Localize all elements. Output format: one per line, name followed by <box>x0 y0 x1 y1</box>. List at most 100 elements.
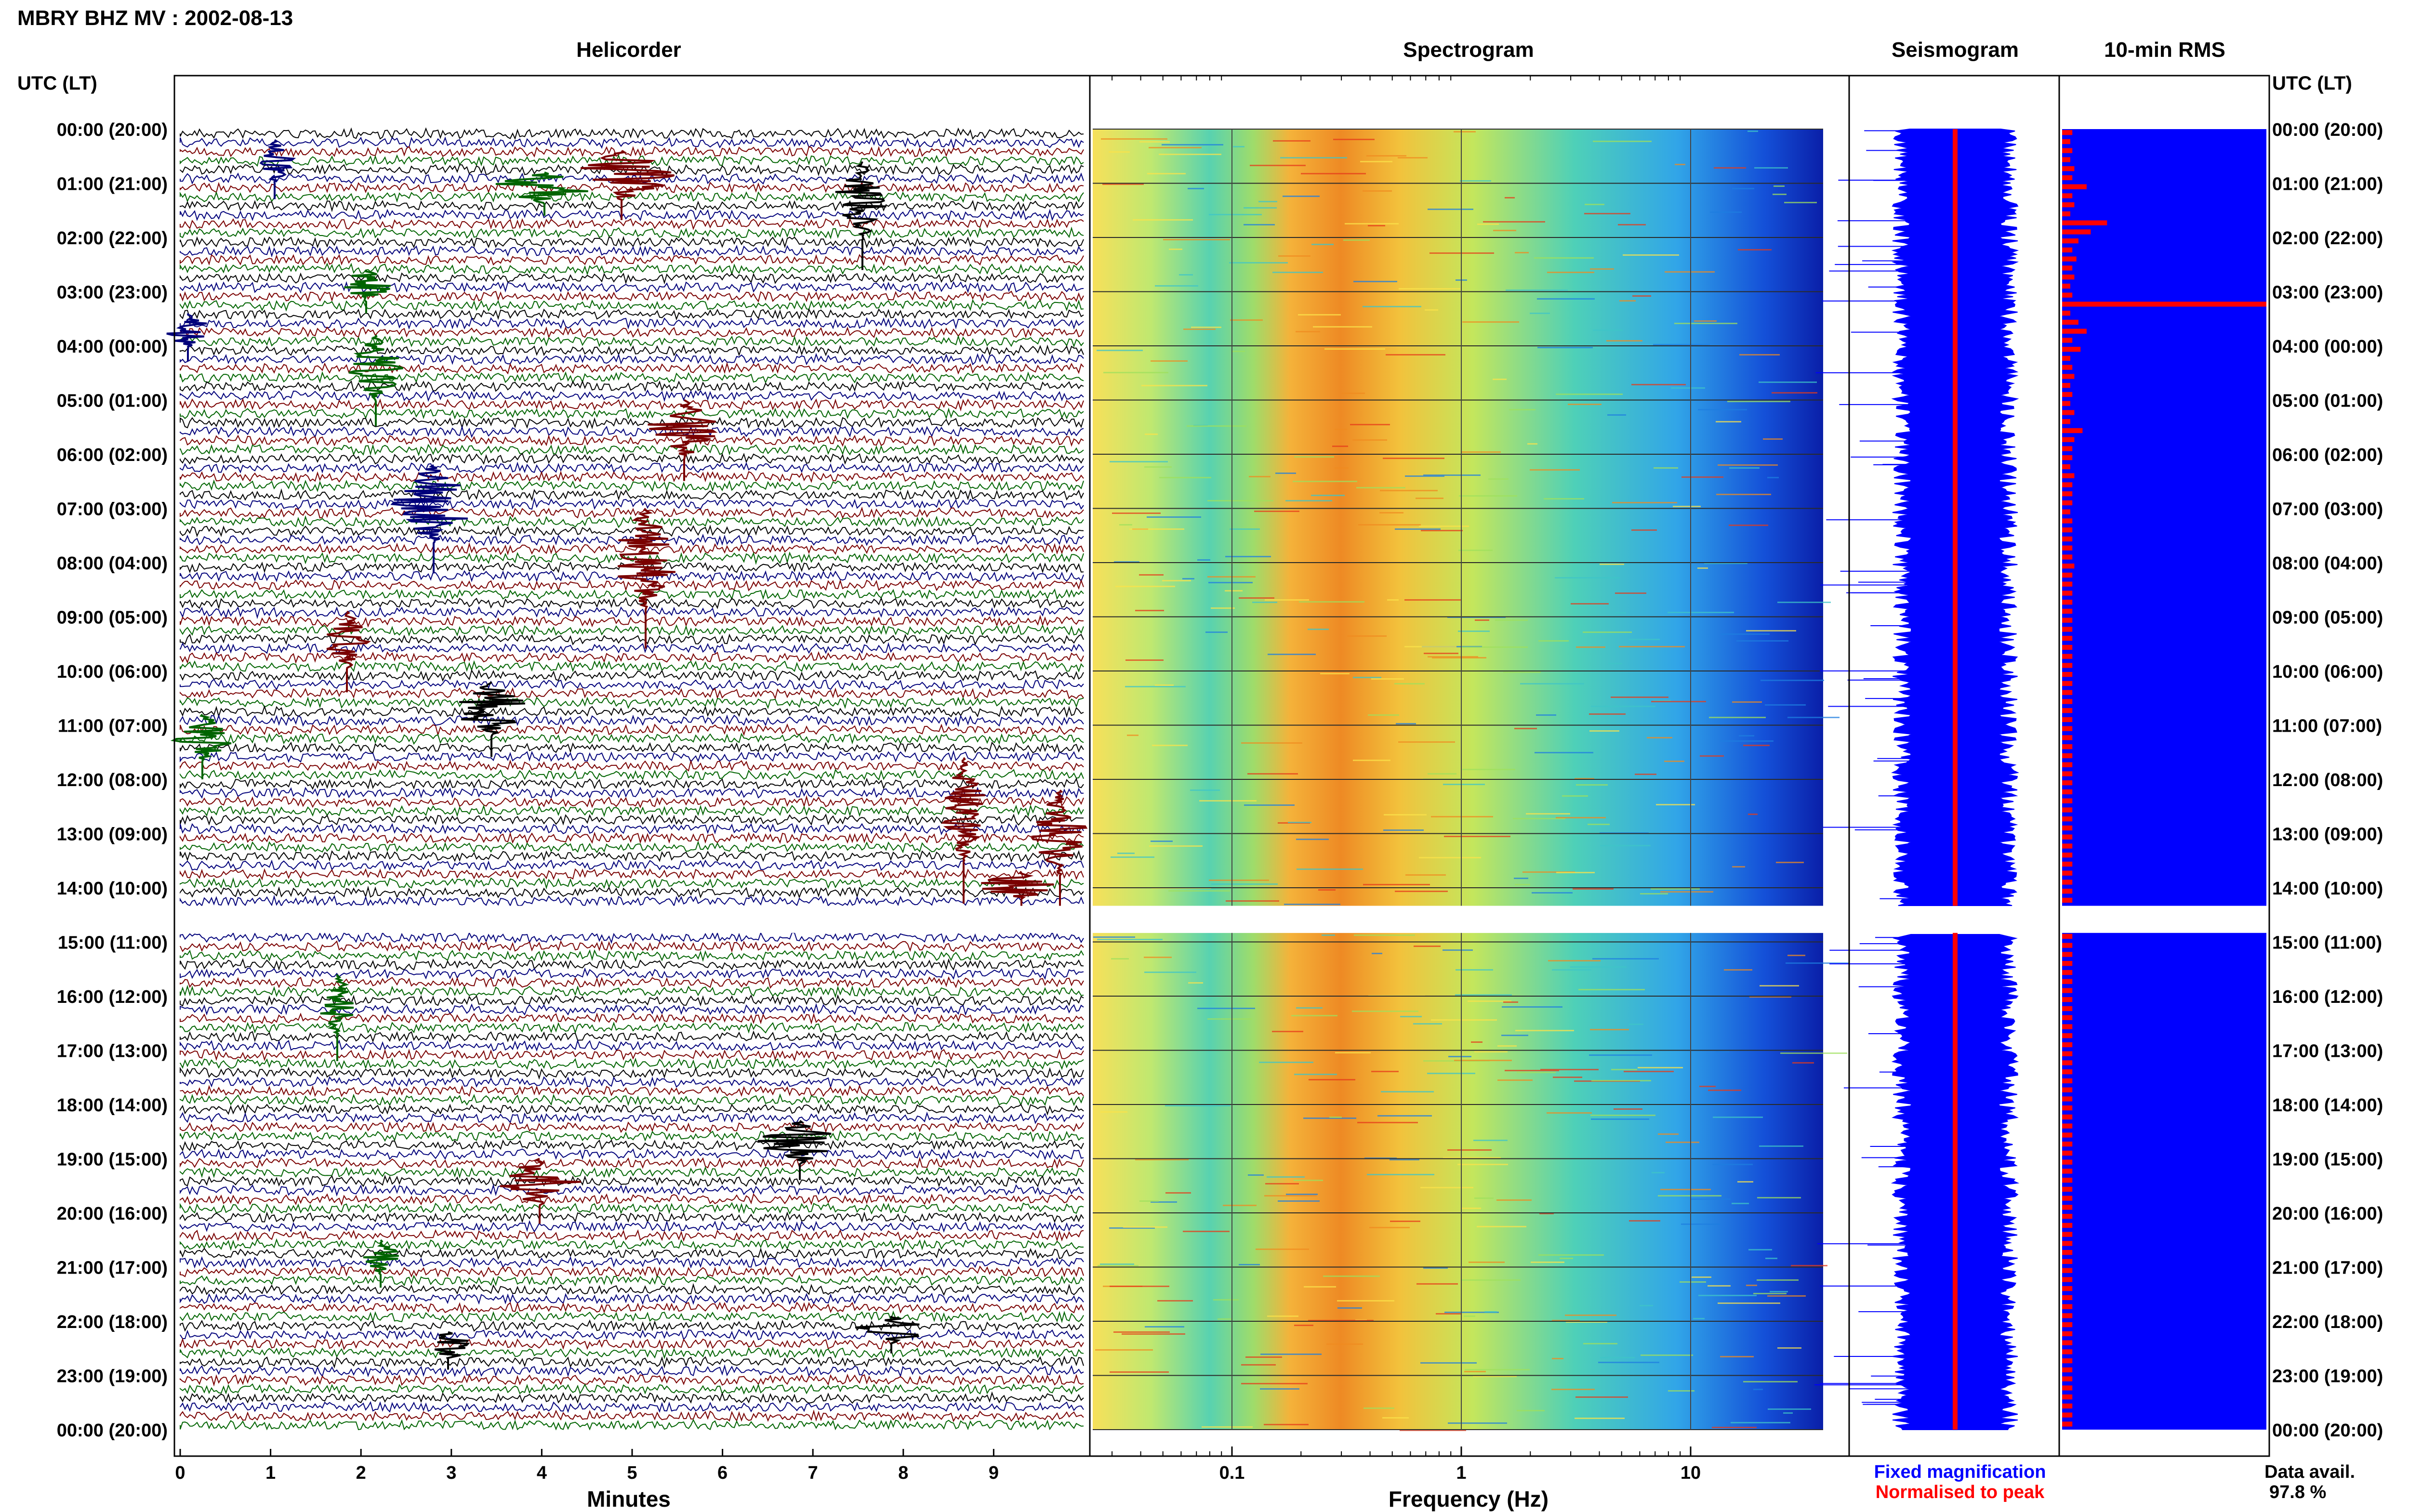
hour-label: 17:00 (13:00) <box>2272 1041 2383 1062</box>
spectrogram-cell <box>1232 351 1245 352</box>
helicorder-trace <box>180 850 1084 863</box>
helicorder-trace <box>180 1383 1084 1395</box>
spectrogram-cell <box>1381 1091 1434 1092</box>
spectrogram-cell <box>1614 1108 1642 1110</box>
rms-bar <box>2062 545 2073 551</box>
rms-bar <box>2062 446 2073 451</box>
rms-bar <box>2062 1033 2073 1039</box>
spectrogram-cell <box>1309 1079 1355 1080</box>
spectrogram-cell <box>1329 1117 1342 1118</box>
helicorder-trace <box>180 488 1084 501</box>
spectrogram-cell <box>1191 327 1221 328</box>
spectrogram-cell <box>1102 184 1144 185</box>
spectrogram-cell <box>1390 1159 1419 1160</box>
helicorder-trace <box>180 1021 1084 1034</box>
helicorder-trace <box>180 443 1084 457</box>
spectrogram-cell <box>1353 677 1381 678</box>
spectrogram-cell <box>1112 513 1161 514</box>
spectrogram-cell <box>1413 1023 1442 1025</box>
spectrogram-cell <box>1419 526 1469 527</box>
helicorder-event <box>434 1331 470 1370</box>
spectrogram-cell <box>1738 249 1772 250</box>
spectrogram-cell <box>1615 592 1646 594</box>
spectrogram-cell <box>1496 1199 1532 1201</box>
spectrogram-cell <box>1607 414 1626 416</box>
spectrogram-cell <box>1477 224 1499 225</box>
spectrogram-cell <box>1729 467 1760 469</box>
spectrogram-cell <box>1139 141 1170 143</box>
spectrogram-cell <box>1768 1408 1811 1410</box>
spectrogram-cell <box>1383 458 1444 459</box>
spectrogram-cell <box>1732 866 1745 868</box>
spectrogram-cell <box>1593 141 1652 142</box>
helicorder-trace <box>180 940 1084 953</box>
spectrogram-cell <box>1665 271 1715 273</box>
spectrogram-cell <box>1297 868 1363 870</box>
helicorder-trace <box>180 533 1084 546</box>
spectrogram-cell <box>1332 446 1348 447</box>
spectrogram-cell <box>1748 1249 1772 1250</box>
spectrogram-cell <box>1493 230 1516 231</box>
helicorder-trace <box>180 651 1084 664</box>
spectrogram-cell <box>1460 180 1491 182</box>
spectrogram-cell <box>1304 1286 1336 1288</box>
spectrogram-cell <box>1296 839 1329 840</box>
spectrogram-cell <box>1465 1369 1530 1370</box>
spectrogram-cell <box>1743 1381 1798 1382</box>
spectrogram-cell <box>1760 680 1824 681</box>
spectrogram-cell <box>1294 456 1334 458</box>
rms-bar <box>2062 311 2070 316</box>
spectrogram-cell <box>1414 946 1441 947</box>
spectrogram-cell <box>1674 323 1737 324</box>
helicorder-event <box>617 508 675 649</box>
frequency-tick-label: 0.1 <box>1219 1463 1245 1483</box>
spectrogram-cell <box>1590 1115 1655 1116</box>
spectrogram-cell <box>1260 1354 1322 1355</box>
helicorder-trace <box>180 361 1084 375</box>
spectrogram-cell <box>1318 889 1336 891</box>
spectrogram-cell <box>1209 880 1269 881</box>
rms-bar <box>2062 834 2073 840</box>
spectrogram-cell <box>1311 244 1334 245</box>
spectrogram-cell <box>1716 1051 1729 1052</box>
rms-bar <box>2062 1223 2073 1228</box>
helicorder-trace <box>180 1057 1084 1070</box>
spectrogram-cell <box>1363 884 1430 885</box>
helicorder-trace <box>180 741 1084 754</box>
rms-bar <box>2062 193 2073 198</box>
hour-label: 00:00 (20:00) <box>2272 1420 2383 1441</box>
hour-label: 13:00 (09:00) <box>57 825 168 845</box>
spectrogram-cell <box>1640 1305 1653 1306</box>
spectrogram-cell <box>1652 1172 1665 1173</box>
spectrogram-cell <box>1151 841 1173 842</box>
spectrogram-cell <box>1515 252 1529 253</box>
spectrogram-cell <box>1353 760 1390 761</box>
spectrogram-cell <box>1419 857 1481 858</box>
spectrogram-cell <box>1668 1390 1694 1392</box>
hour-label: 21:00 (17:00) <box>57 1258 168 1278</box>
rms-bar <box>2062 1232 2073 1237</box>
spectrogram-cell <box>1152 745 1188 746</box>
spectrogram-cell <box>1324 348 1385 350</box>
spectrogram-cell <box>1443 949 1473 951</box>
spectrogram-cell <box>1211 883 1278 885</box>
spectrogram-cell <box>1398 741 1455 743</box>
helicorder-trace <box>180 624 1084 637</box>
rms-bar <box>2062 600 2073 605</box>
helicorder-trace <box>180 290 1084 302</box>
spectrogram-cell <box>1369 1227 1410 1228</box>
helicorder-event <box>495 171 588 216</box>
rms-bar <box>2062 275 2075 280</box>
helicorder-trace <box>180 841 1084 854</box>
spectrogram-cell <box>1743 745 1770 746</box>
rms-bar <box>2062 943 2073 948</box>
minutes-tick-label: 7 <box>808 1463 818 1483</box>
helicorder-event <box>500 1157 582 1224</box>
rms-bar <box>2062 672 2073 677</box>
helicorder-trace <box>180 245 1084 258</box>
hour-label: 17:00 (13:00) <box>57 1041 168 1062</box>
helicorder-trace <box>180 461 1084 473</box>
spectrogram-cell <box>1139 574 1164 576</box>
spectrogram-cell <box>1553 1077 1582 1078</box>
spectrogram-cell <box>1699 1086 1716 1087</box>
